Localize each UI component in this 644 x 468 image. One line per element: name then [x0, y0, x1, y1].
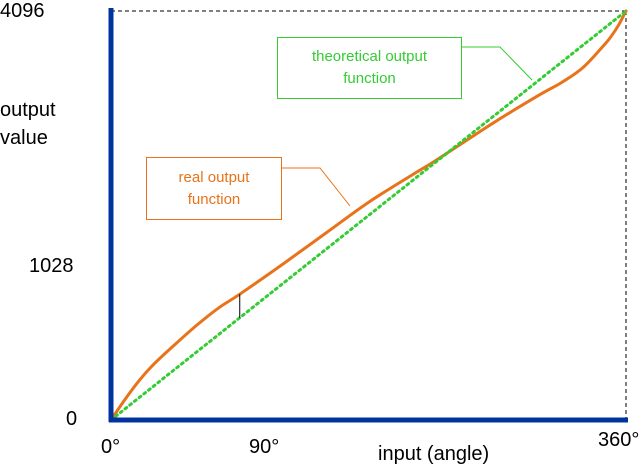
x-tick-90: 90°	[249, 436, 280, 458]
axes	[108, 8, 628, 423]
x-tick-0: 0°	[101, 436, 121, 458]
theoretical-output-callout: theoretical output function	[277, 37, 462, 99]
callout-leaders	[282, 46, 533, 207]
y-tick-0: 0	[66, 408, 78, 430]
theoretical-callout-leader	[462, 46, 533, 81]
real-output-callout: real output function	[146, 157, 282, 220]
y-axis-title-line1: output	[0, 99, 56, 121]
real-callout-line2: function	[187, 190, 241, 208]
x-tick-360: 360°	[598, 429, 640, 451]
real-callout-line1: real output	[178, 168, 250, 186]
y-axis-title-line2: value	[0, 127, 48, 149]
y-tick-4096: 4096	[0, 0, 45, 22]
y-tick-1028: 1028	[29, 255, 74, 277]
theoretical-callout-line2: function	[343, 70, 396, 87]
guide-lines	[111, 10, 627, 420]
x-axis-title: input (angle)	[378, 443, 490, 465]
series-line-real-output	[109, 9, 628, 422]
series-layer	[109, 9, 628, 422]
theoretical-callout-line1: theoretical output	[311, 48, 428, 65]
series-line-theoretical-output	[109, 9, 628, 422]
real-callout-leader	[282, 167, 351, 207]
